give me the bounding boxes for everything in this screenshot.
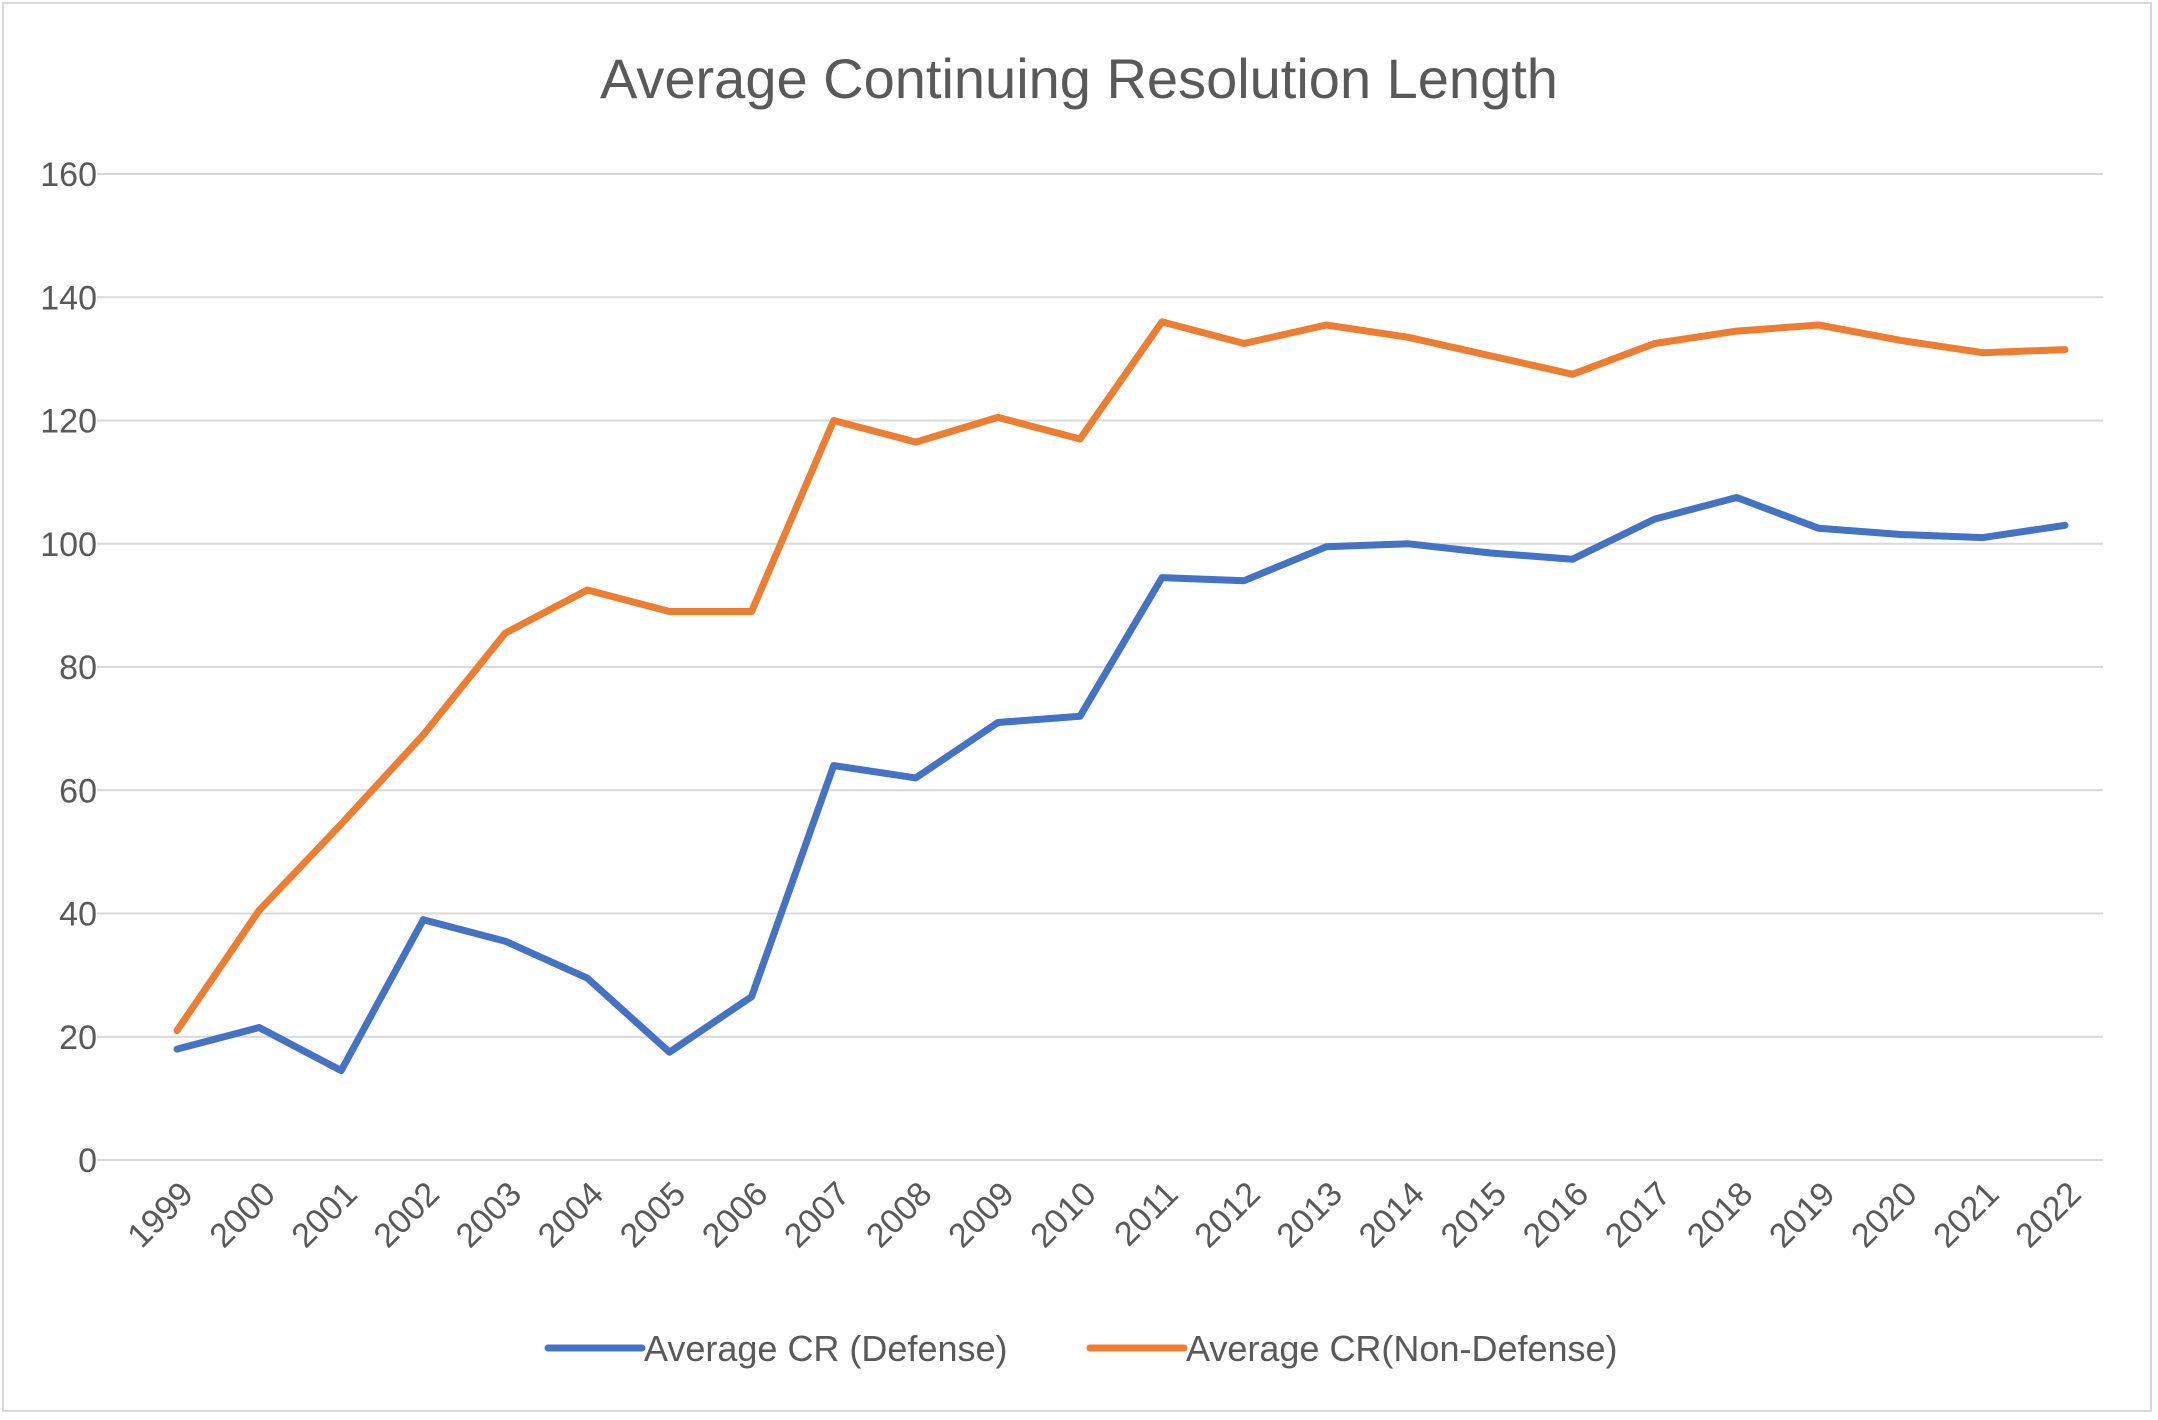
legend: Average CR (Defense) Average CR(Non-Defen… <box>544 1328 1618 1369</box>
y-tick-label: 160 <box>40 156 97 194</box>
y-axis-ticks: 0 20 40 60 80 100 120 140 160 <box>40 156 97 1180</box>
chart-title: Average Continuing Resolution Length <box>600 47 1558 110</box>
series-line-2 <box>173 318 2069 1035</box>
y-tick-label: 0 <box>78 1142 97 1180</box>
x-tick-label: 2014 <box>1352 1175 1432 1255</box>
x-tick-label: 2013 <box>1270 1175 1350 1255</box>
series-line-1 <box>173 494 2069 1075</box>
x-tick-label: 2008 <box>859 1175 939 1255</box>
series-lines <box>173 318 2069 1075</box>
y-tick-label: 120 <box>40 403 97 441</box>
x-tick-label: 2004 <box>531 1175 611 1255</box>
x-tick-label: 2012 <box>1187 1175 1267 1255</box>
y-tick-label: 40 <box>59 896 97 934</box>
legend-label: Average CR (Defense) <box>644 1328 1008 1369</box>
y-tick-label: 80 <box>59 649 97 687</box>
x-tick-label: 2016 <box>1516 1175 1596 1255</box>
x-tick-label: 2019 <box>1762 1175 1842 1255</box>
x-tick-label: 2017 <box>1598 1175 1678 1255</box>
x-tick-label: 2018 <box>1680 1175 1760 1255</box>
x-tick-label: 2007 <box>777 1175 857 1255</box>
y-tick-label: 100 <box>40 526 97 564</box>
x-tick-label: 2005 <box>613 1175 693 1255</box>
x-axis-ticks: 1999 2000 2001 2002 2003 2004 2005 2006 2007 2008… <box>120 1175 2088 1255</box>
x-tick-label: 2022 <box>2008 1175 2088 1255</box>
x-tick-label: 2002 <box>367 1175 447 1255</box>
x-tick-label: 1999 <box>120 1175 200 1255</box>
gridlines <box>97 173 2103 1161</box>
x-tick-label: 2010 <box>1023 1175 1103 1255</box>
legend-label: Average CR(Non-Defense) <box>1186 1328 1618 1369</box>
x-tick-label: 2006 <box>695 1175 775 1255</box>
x-tick-label: 2009 <box>941 1175 1021 1255</box>
x-tick-label: 2003 <box>449 1175 529 1255</box>
x-tick-label: 2011 <box>1107 1175 1186 1254</box>
x-tick-label: 2000 <box>202 1175 282 1255</box>
y-tick-label: 140 <box>40 279 97 317</box>
x-tick-label: 2015 <box>1434 1175 1514 1255</box>
x-tick-label: 2021 <box>1926 1175 2006 1255</box>
x-tick-label: 2020 <box>1844 1175 1924 1255</box>
y-tick-label: 20 <box>59 1019 97 1057</box>
x-tick-label: 2001 <box>284 1175 364 1255</box>
y-tick-label: 60 <box>59 772 97 810</box>
